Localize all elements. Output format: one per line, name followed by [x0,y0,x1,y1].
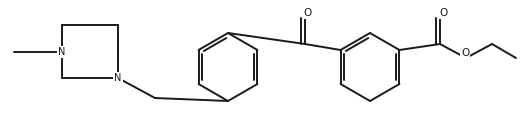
Text: N: N [58,47,66,57]
Text: O: O [304,8,312,18]
Text: O: O [439,8,447,18]
Text: O: O [461,48,469,58]
Text: N: N [114,73,122,83]
